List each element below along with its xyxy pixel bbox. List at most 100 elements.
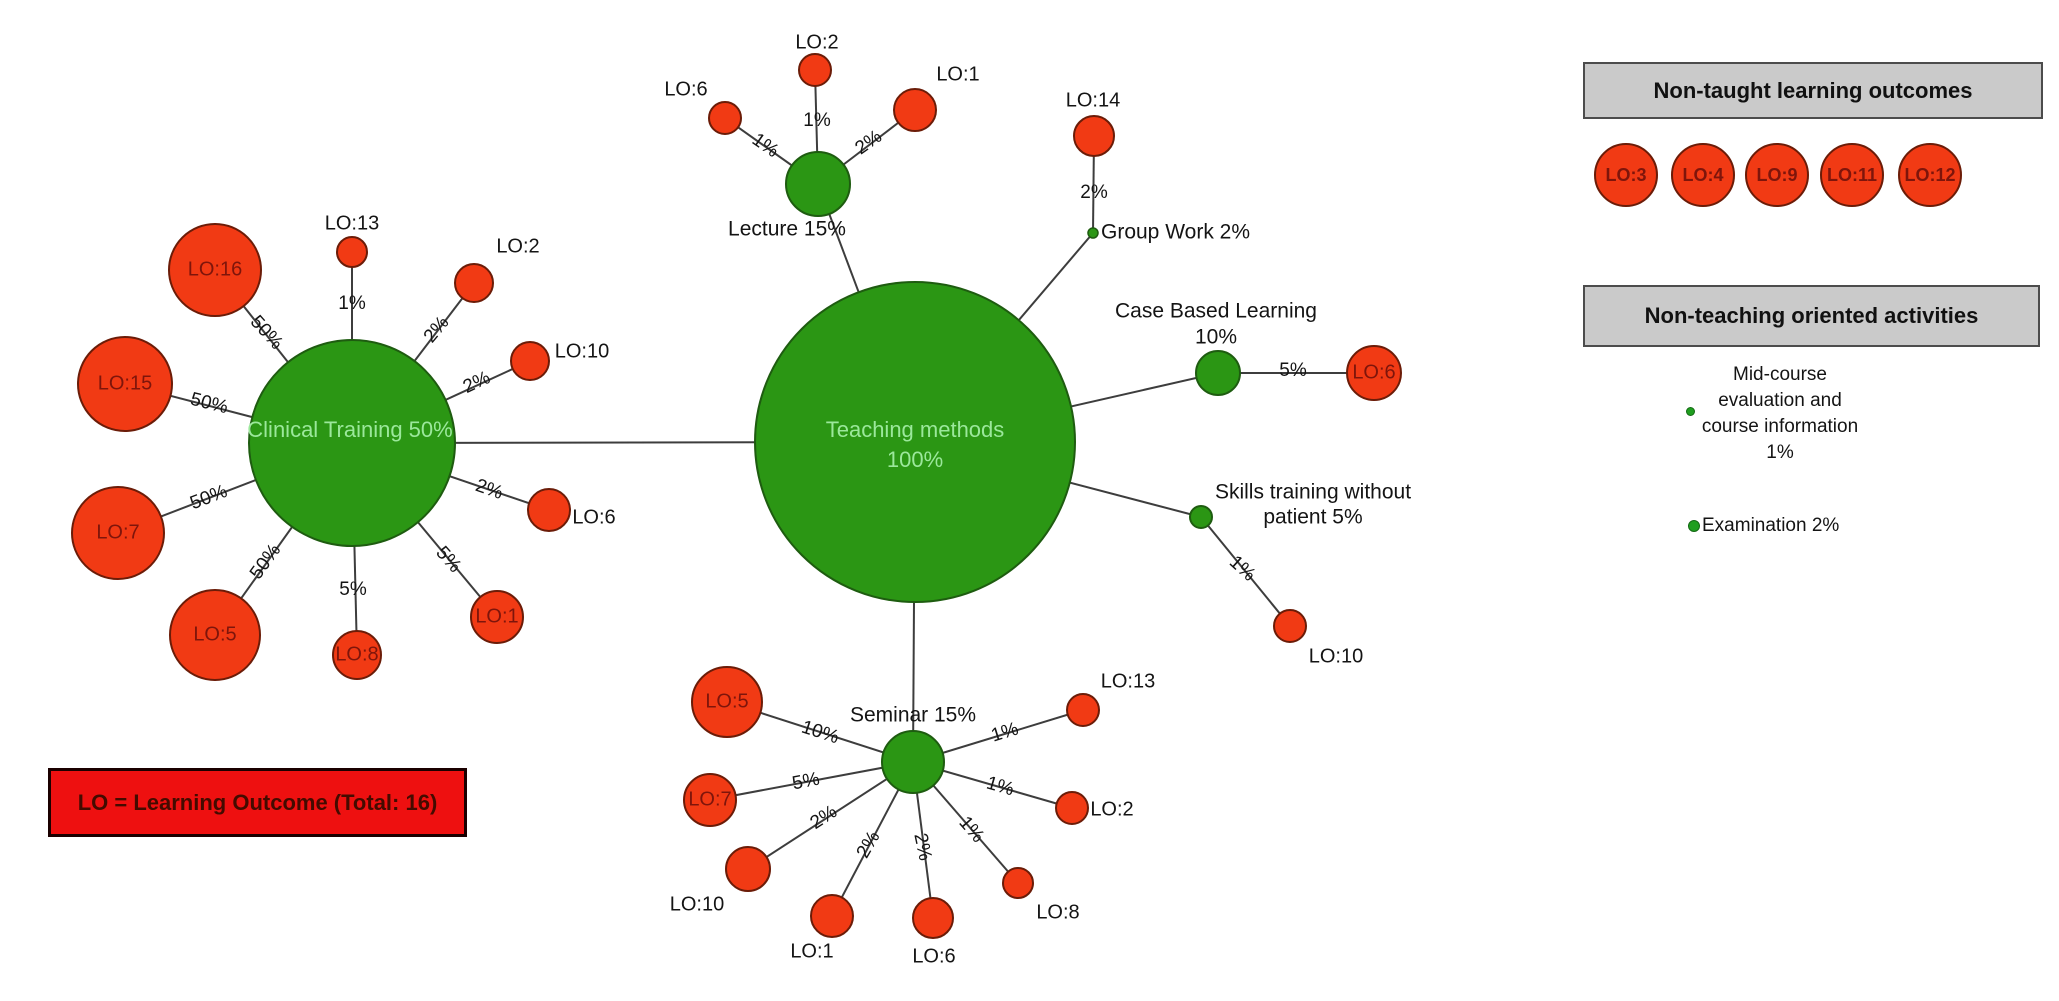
- non-taught-outcome-lo9: LO:9: [1745, 143, 1809, 207]
- mid-course-line-2: course information: [1701, 416, 1859, 437]
- node-label-ct-lo1: LO:1: [475, 605, 518, 627]
- node-teaching: [754, 281, 1076, 603]
- node-label-ct-lo5: LO:5: [193, 623, 236, 645]
- node-label-se-lo5: LO:5: [705, 690, 748, 712]
- edge-skills-sk-lo10: [1200, 516, 1291, 627]
- node-skills: [1189, 505, 1213, 529]
- edge-label-clinical-ct-lo15: 50%: [188, 389, 230, 419]
- node-label-teaching-0: Teaching methods: [826, 417, 1005, 442]
- edge-label-groupwork-gw-lo14: 2%: [1080, 182, 1108, 203]
- edge-label-seminar-se-lo10: 2%: [806, 801, 841, 834]
- examination-item: Examination 2%: [1702, 515, 1840, 536]
- node-casebased: [1195, 350, 1241, 396]
- node-ct-lo15: [77, 336, 173, 432]
- edge-label-clinical-ct-lo7: 50%: [187, 481, 230, 514]
- node-label-casebased-1: 10%: [1195, 326, 1237, 349]
- node-ct-lo13: [336, 236, 368, 268]
- edge-label-clinical-ct-lo8: 5%: [339, 579, 367, 600]
- node-se-lo8: [1002, 867, 1034, 899]
- node-groupwork: [1087, 227, 1099, 239]
- node-label-ct-lo15: LO:15: [98, 372, 152, 394]
- legend-box: LO = Learning Outcome (Total: 16): [48, 768, 467, 837]
- node-ct-lo1: [470, 590, 524, 644]
- edge-label-seminar-se-lo6: 2%: [909, 831, 935, 862]
- node-label-lec-lo2: LO:2: [795, 31, 838, 53]
- edge-label-seminar-se-lo2: 1%: [984, 773, 1016, 801]
- node-lec-lo2: [798, 53, 832, 87]
- node-label-clinical: Clinical Training 50%: [247, 417, 452, 442]
- node-label-lec-lo6: LO:6: [664, 78, 707, 100]
- node-se-lo5: [691, 666, 763, 738]
- edge-label-seminar-se-lo1: 2%: [853, 828, 885, 862]
- edge-label-lecture-lec-lo6: 1%: [748, 129, 783, 162]
- node-ct-lo7: [71, 486, 165, 580]
- mid-course-item: Mid-course evaluation and course informati…: [1660, 362, 1900, 466]
- edge-label-casebased-cb-lo6: 5%: [1279, 360, 1307, 381]
- node-ct-lo6: [527, 488, 571, 532]
- node-ct-lo10: [510, 341, 550, 381]
- node-label-ct-lo16: LO:16: [188, 258, 242, 280]
- non-taught-panel-title: Non-taught learning outcomes: [1583, 62, 2043, 119]
- node-se-lo1: [810, 894, 854, 938]
- node-label-groupwork: Group Work 2%: [1101, 221, 1250, 244]
- non-taught-outcome-lo4: LO:4: [1671, 143, 1735, 207]
- mid-course-dot-icon: [1686, 407, 1695, 416]
- node-clinical: [248, 339, 456, 547]
- node-ct-lo8: [332, 630, 382, 680]
- edge-label-clinical-ct-lo13: 1%: [338, 293, 366, 314]
- non-taught-outcome-lo3: LO:3: [1594, 143, 1658, 207]
- edge-label-lecture-lec-lo2: 1%: [803, 110, 831, 131]
- node-label-ct-lo6: LO:6: [572, 506, 615, 528]
- node-label-se-lo6: LO:6: [912, 945, 955, 967]
- node-label-lecture: Lecture 15%: [728, 218, 846, 241]
- mid-course-line-3: 1%: [1766, 442, 1794, 463]
- edge-label-seminar-se-lo7: 5%: [790, 769, 821, 795]
- edge-label-clinical-ct-lo10: 2%: [460, 367, 494, 398]
- edge-label-clinical-ct-lo6: 2%: [473, 475, 506, 504]
- node-se-lo7: [683, 773, 737, 827]
- mid-course-line-0: Mid-course: [1733, 364, 1827, 385]
- node-label-cb-lo6: LO:6: [1352, 361, 1395, 383]
- node-label-se-lo7: LO:7: [688, 788, 731, 810]
- node-se-lo6: [912, 897, 954, 939]
- edge-label-seminar-se-lo13: 1%: [989, 718, 1022, 746]
- node-label-se-lo2: LO:2: [1090, 798, 1133, 820]
- node-label-casebased-0: Case Based Learning: [1115, 300, 1317, 323]
- node-label-ct-lo10: LO:10: [555, 340, 609, 362]
- edge-label-seminar-se-lo5: 10%: [799, 717, 842, 749]
- node-lecture: [785, 151, 851, 217]
- node-label-se-lo13: LO:13: [1101, 670, 1155, 692]
- node-label-ct-lo7: LO:7: [96, 521, 139, 543]
- node-ct-lo5: [169, 589, 261, 681]
- non-taught-outcome-lo11: LO:11: [1820, 143, 1884, 207]
- edge-label-skills-sk-lo10: 1%: [1225, 552, 1260, 586]
- non-teaching-panel-title: Non-teaching oriented activities: [1583, 285, 2040, 347]
- mid-course-line-1: evaluation and: [1718, 390, 1842, 411]
- node-label-ct-lo2: LO:2: [496, 235, 539, 257]
- edge-label-clinical-ct-lo5: 50%: [246, 540, 285, 583]
- examination-dot-icon: [1688, 520, 1700, 532]
- edge-seminar-se-lo7: [709, 761, 914, 801]
- node-cb-lo6: [1346, 345, 1402, 401]
- legend-text: LO = Learning Outcome (Total: 16): [77, 789, 438, 815]
- node-label-se-lo8: LO:8: [1036, 901, 1079, 923]
- node-label-se-lo1: LO:1: [790, 940, 833, 962]
- node-se-lo2: [1055, 791, 1089, 825]
- node-seminar: [881, 730, 945, 794]
- node-label-skills-1: patient 5%: [1263, 506, 1362, 529]
- node-label-skills-0: Skills training without: [1215, 481, 1411, 504]
- node-label-teaching-1: 100%: [887, 447, 943, 472]
- node-lec-lo1: [893, 88, 937, 132]
- node-ct-lo2: [454, 263, 494, 303]
- node-label-sk-lo10: LO:10: [1309, 645, 1363, 667]
- node-label-se-lo10: LO:10: [670, 893, 724, 915]
- node-label-ct-lo8: LO:8: [335, 643, 378, 665]
- node-label-lec-lo1: LO:1: [936, 63, 979, 85]
- node-label-ct-lo13: LO:13: [325, 212, 379, 234]
- non-taught-outcome-lo12: LO:12: [1898, 143, 1962, 207]
- node-se-lo10: [725, 846, 771, 892]
- node-se-lo13: [1066, 693, 1100, 727]
- edge-seminar-se-lo10: [747, 761, 914, 870]
- node-sk-lo10: [1273, 609, 1307, 643]
